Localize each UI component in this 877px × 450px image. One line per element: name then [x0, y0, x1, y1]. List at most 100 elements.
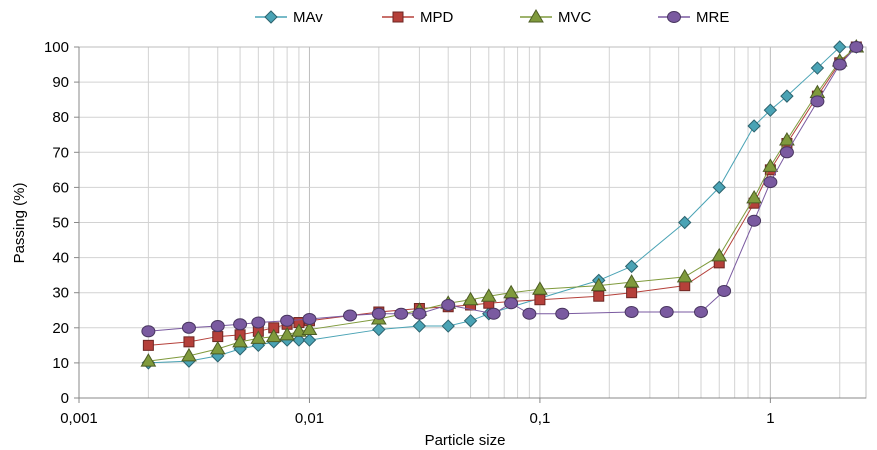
- data-point-mre: [832, 58, 847, 71]
- y-tick-label: 60: [52, 179, 69, 196]
- data-point-mvc: [209, 340, 226, 355]
- x-tick-label: 1: [766, 410, 774, 427]
- data-point-mre: [747, 214, 762, 227]
- legend-item-mre: MRE: [658, 9, 729, 26]
- data-point-mvc: [140, 353, 157, 367]
- data-point-mav: [810, 61, 825, 75]
- legend-item-mvc: MVC: [520, 9, 592, 26]
- data-point-mvc: [181, 347, 197, 362]
- data-point-mvc: [711, 247, 728, 262]
- legend: MAv MPD MVC MRE: [255, 9, 729, 26]
- y-tick-label: 30: [52, 285, 69, 302]
- data-point-mpd: [534, 294, 546, 306]
- legend-label-mav: MAv: [293, 9, 323, 26]
- data-point-mre: [441, 298, 456, 311]
- data-point-mre: [302, 313, 317, 326]
- data-point-mre: [141, 325, 156, 338]
- data-point-mvc: [250, 330, 267, 344]
- series-mre: [141, 41, 864, 338]
- series-line-mpd: [148, 46, 857, 346]
- grid: [78, 46, 867, 399]
- y-tick-label: 90: [52, 74, 69, 91]
- data-point-mvc: [462, 291, 479, 306]
- data-point-mav: [833, 40, 847, 54]
- data-point-mre: [280, 314, 295, 327]
- data-point-mre: [522, 307, 537, 320]
- data-point-mav: [678, 215, 692, 230]
- data-point-mvc: [232, 333, 248, 348]
- data-point-mre: [624, 306, 639, 319]
- x-tick-label: 0,1: [529, 410, 550, 427]
- data-point-mpd: [142, 339, 154, 351]
- data-point-mav: [780, 89, 794, 103]
- data-point-mre: [717, 284, 732, 297]
- axes: 0 10 20 30 40 50 60 70 80 90 100 0,001 0,01 0,1 1: [44, 39, 866, 427]
- x-tick-label: 0,01: [295, 410, 324, 427]
- data-point-mav: [624, 259, 639, 274]
- data-point-mre: [371, 307, 386, 320]
- data-point-mpd: [183, 336, 195, 348]
- data-point-mre: [763, 176, 778, 189]
- data-point-mvc: [590, 277, 607, 292]
- data-point-mvc: [532, 281, 548, 295]
- data-point-mvc: [762, 158, 779, 172]
- x-axis-title: Particle size: [425, 432, 506, 449]
- data-point-mre: [412, 307, 427, 320]
- data-point-mre: [555, 307, 570, 320]
- data-point-mav: [463, 314, 478, 328]
- data-point-mpd: [593, 290, 605, 302]
- legend-label-mre: MRE: [696, 9, 729, 26]
- legend-item-mpd: MPD: [382, 9, 454, 26]
- y-tick-label: 0: [61, 390, 69, 407]
- data-point-mre: [659, 306, 674, 319]
- data-point-mvc: [279, 326, 295, 341]
- data-point-mre: [251, 316, 266, 329]
- data-point-mre: [343, 309, 358, 322]
- data-point-mvc: [291, 323, 307, 337]
- legend-label-mvc: MVC: [558, 9, 592, 26]
- data-point-mvc: [265, 328, 282, 343]
- data-point-mvc: [746, 189, 762, 204]
- data-point-mpd: [626, 287, 638, 299]
- y-tick-label: 80: [52, 109, 69, 126]
- data-point-mav: [441, 319, 455, 333]
- data-point-mre: [210, 320, 225, 333]
- data-point-mav: [412, 319, 427, 333]
- y-tick-label: 70: [52, 144, 69, 161]
- data-point-mvc: [301, 321, 318, 336]
- data-point-mpd: [212, 331, 224, 343]
- y-tick-label: 20: [52, 320, 69, 337]
- data-point-mvc: [676, 268, 693, 283]
- data-point-mre: [849, 41, 864, 53]
- y-tick-label: 40: [52, 250, 69, 267]
- data-point-mav: [302, 333, 317, 347]
- data-point-mre: [810, 95, 825, 108]
- data-point-mav: [763, 103, 778, 117]
- legend-marker-mre: [667, 11, 681, 23]
- data-point-mre: [233, 318, 248, 331]
- series-layer: [140, 39, 865, 370]
- y-tick-label: 50: [52, 215, 69, 232]
- legend-marker-mav: [264, 10, 278, 24]
- data-point-mre: [181, 321, 196, 334]
- legend-item-mav: MAv: [255, 9, 323, 26]
- data-point-mav: [712, 180, 726, 195]
- data-point-mav: [747, 119, 761, 133]
- data-point-mre: [693, 306, 708, 319]
- data-point-mvc: [623, 274, 640, 288]
- y-tick-label: 10: [52, 355, 69, 372]
- data-point-mre: [504, 297, 519, 310]
- series-mvc: [140, 39, 865, 367]
- data-point-mvc: [480, 288, 497, 302]
- legend-marker-mpd: [392, 11, 404, 23]
- y-axis-title: Passing (%): [11, 183, 28, 264]
- data-point-mre: [394, 307, 409, 320]
- legend-marker-mvc: [528, 9, 544, 23]
- data-point-mvc: [779, 132, 795, 146]
- data-point-mav: [372, 322, 386, 337]
- legend-label-mpd: MPD: [420, 9, 454, 26]
- data-point-mav: [292, 333, 306, 347]
- x-tick-label: 0,001: [60, 410, 98, 427]
- data-point-mre: [779, 146, 794, 159]
